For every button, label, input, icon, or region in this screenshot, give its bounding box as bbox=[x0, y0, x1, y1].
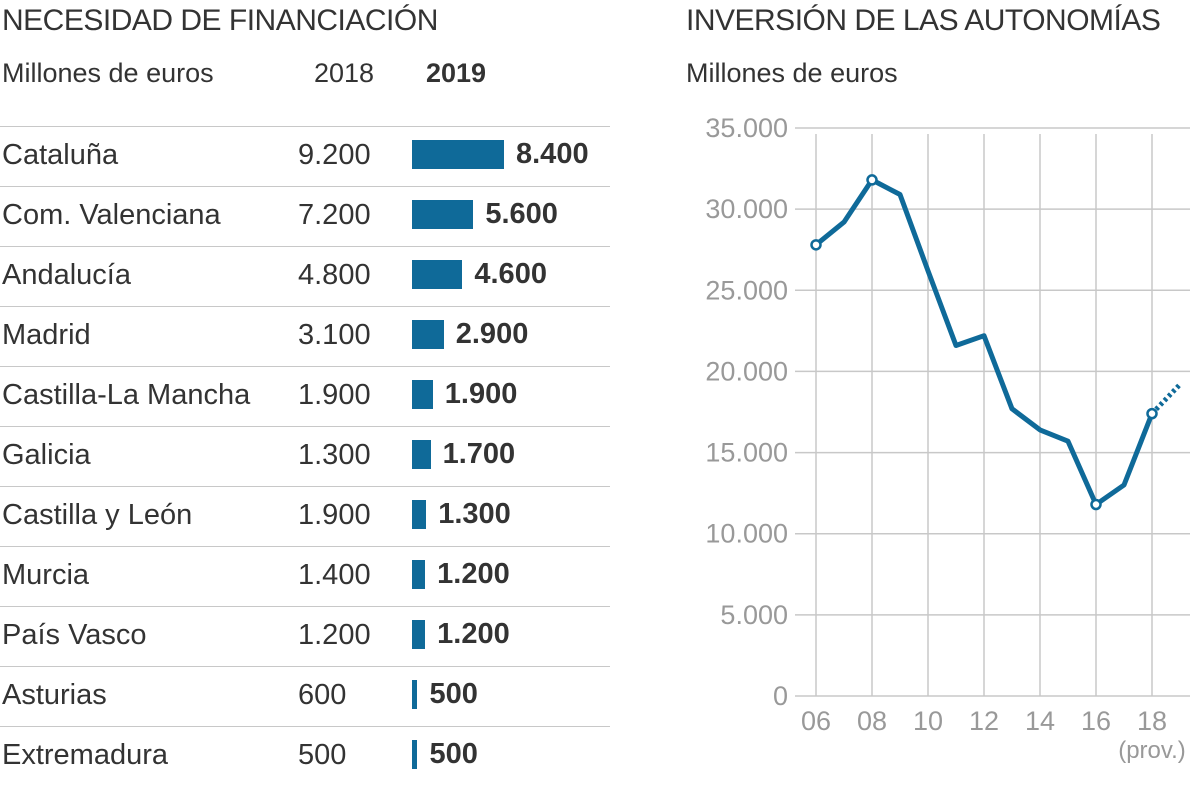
x-tick-label: 06 bbox=[801, 706, 831, 736]
x-tick-label: 08 bbox=[857, 706, 887, 736]
table-row: Madrid 3.100 2.900 bbox=[0, 306, 610, 366]
table-row: Asturias 600 500 bbox=[0, 666, 610, 726]
x-tick-label: 12 bbox=[969, 706, 999, 736]
y-tick-label: 35.000 bbox=[705, 113, 788, 143]
x-axis-note: (prov.) bbox=[1118, 737, 1186, 764]
region-name: Madrid bbox=[2, 319, 91, 351]
bar-2019 bbox=[412, 140, 504, 169]
bar-2019 bbox=[412, 380, 433, 409]
value-2019: 8.400 bbox=[516, 138, 589, 170]
investment-line-chart: 0 5.000 10.000 15.000 20.000 25.000 30.000 35.0… bbox=[705, 113, 1190, 764]
value-2018: 1.900 bbox=[298, 379, 371, 411]
data-point-marker bbox=[1090, 498, 1102, 511]
value-2019: 1.900 bbox=[444, 378, 518, 410]
value-2018: 3.100 bbox=[298, 319, 371, 351]
value-2019: 1.200 bbox=[437, 618, 510, 650]
table-row: Andalucía 4.800 4.600 bbox=[0, 246, 610, 306]
y-tick-label: 10.000 bbox=[705, 519, 788, 549]
table-row: Com. Valenciana 7.200 5.600 bbox=[0, 186, 610, 246]
bar-2019 bbox=[412, 200, 474, 229]
value-2018: 1.400 bbox=[298, 559, 371, 591]
region-name: Extremadura bbox=[2, 739, 169, 771]
bar-2019 bbox=[412, 560, 426, 589]
data-point-marker bbox=[1146, 407, 1158, 420]
bar-2019 bbox=[412, 680, 418, 709]
value-2019: 500 bbox=[429, 738, 478, 770]
table-row: Castilla y León 1.900 1.300 bbox=[0, 486, 610, 546]
right-chart-title: INVERSIÓN DE LAS AUTONOMÍAS bbox=[686, 4, 1161, 37]
table-row: Murcia 1.400 1.200 bbox=[0, 546, 610, 606]
region-name: Com. Valenciana bbox=[2, 199, 221, 231]
value-2018: 500 bbox=[298, 739, 347, 771]
x-tick-label: 16 bbox=[1081, 706, 1111, 736]
region-name: Castilla y León bbox=[2, 499, 193, 531]
y-tick-label: 0 bbox=[773, 681, 788, 711]
value-2018: 9.200 bbox=[298, 139, 371, 171]
left-chart-title: NECESIDAD DE FINANCIACIÓN bbox=[2, 4, 438, 37]
bar-2019 bbox=[412, 620, 426, 649]
right-chart-subtitle: Millones de euros bbox=[686, 58, 898, 88]
region-name: Andalucía bbox=[2, 259, 131, 291]
table-row: Extremadura 500 500 bbox=[0, 726, 610, 786]
region-name: Cataluña bbox=[2, 139, 119, 171]
left-chart-subtitle: Millones de euros bbox=[2, 58, 214, 88]
table-row: Castilla-La Mancha 1.900 1.900 bbox=[0, 366, 610, 426]
value-2018: 7.200 bbox=[298, 199, 371, 231]
x-tick-label: 14 bbox=[1025, 706, 1055, 736]
financing-table: Cataluña 9.200 8.400 Com. Valenciana 7.200 5.… bbox=[0, 126, 610, 786]
region-name: Asturias bbox=[2, 679, 107, 711]
table-row: Cataluña 9.200 8.400 bbox=[0, 126, 610, 186]
x-tick-label: 10 bbox=[913, 706, 943, 736]
value-2019: 1.700 bbox=[442, 438, 516, 470]
projection-line bbox=[1150, 382, 1182, 416]
y-tick-label: 15.000 bbox=[705, 438, 788, 468]
value-2019: 4.600 bbox=[474, 258, 547, 290]
y-tick-label: 25.000 bbox=[705, 275, 788, 305]
bar-2019 bbox=[412, 320, 444, 349]
value-2019: 2.900 bbox=[455, 318, 529, 350]
y-tick-label: 20.000 bbox=[705, 356, 788, 386]
y-tick-label: 5.000 bbox=[720, 600, 788, 630]
bar-2019 bbox=[412, 500, 427, 529]
table-row: Galicia 1.300 1.700 bbox=[0, 426, 610, 486]
region-name: País Vasco bbox=[2, 619, 147, 651]
column-header-2018: 2018 bbox=[314, 58, 375, 88]
value-2018: 1.900 bbox=[298, 499, 371, 531]
value-2019: 1.300 bbox=[438, 498, 511, 530]
region-name: Murcia bbox=[2, 559, 90, 591]
value-2018: 4.800 bbox=[298, 259, 371, 291]
table-row: País Vasco 1.200 1.200 bbox=[0, 606, 610, 666]
bar-2019 bbox=[412, 260, 463, 289]
data-point-marker bbox=[866, 174, 878, 186]
data-point-marker bbox=[810, 239, 822, 251]
value-2018: 1.300 bbox=[298, 439, 371, 471]
x-tick-label: 18 bbox=[1137, 706, 1167, 736]
value-2018: 1.200 bbox=[298, 619, 371, 651]
region-name: Galicia bbox=[2, 439, 91, 471]
y-tick-label: 30.000 bbox=[705, 194, 788, 224]
bar-2019 bbox=[412, 440, 431, 469]
value-2018: 600 bbox=[298, 679, 347, 711]
value-2019: 500 bbox=[429, 678, 478, 710]
region-name: Castilla-La Mancha bbox=[2, 379, 251, 411]
value-2019: 5.600 bbox=[485, 198, 558, 230]
bar-2019 bbox=[412, 740, 418, 769]
column-header-2019: 2019 bbox=[426, 58, 487, 88]
value-2019: 1.200 bbox=[437, 558, 510, 590]
